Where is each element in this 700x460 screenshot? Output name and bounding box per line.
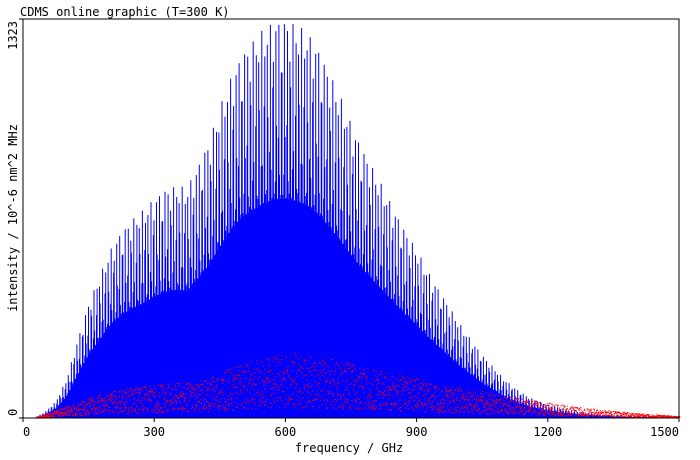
y-axis-label: intensity / 10^-6 nm^2 MHz	[6, 124, 20, 312]
x-tick-label: 600	[275, 425, 297, 439]
x-tick-label: 300	[143, 425, 165, 439]
series-blue-sticks	[34, 24, 680, 418]
x-tick-label: 1200	[533, 425, 562, 439]
x-tick-label: 1500	[650, 425, 679, 439]
axis-ticks: 0 300 600 900 1200 1500 0 1323	[6, 18, 680, 439]
x-tick-label: 0	[23, 425, 30, 439]
chart-title: CDMS online graphic (T=300 K)	[20, 5, 230, 19]
plot-area	[34, 24, 681, 419]
x-axis-label: frequency / GHz	[295, 441, 403, 455]
plot-frame	[22, 18, 680, 419]
x-tick-label: 900	[406, 425, 428, 439]
y-tick-label: 1323	[6, 21, 20, 50]
y-tick-label: 0	[6, 409, 20, 416]
